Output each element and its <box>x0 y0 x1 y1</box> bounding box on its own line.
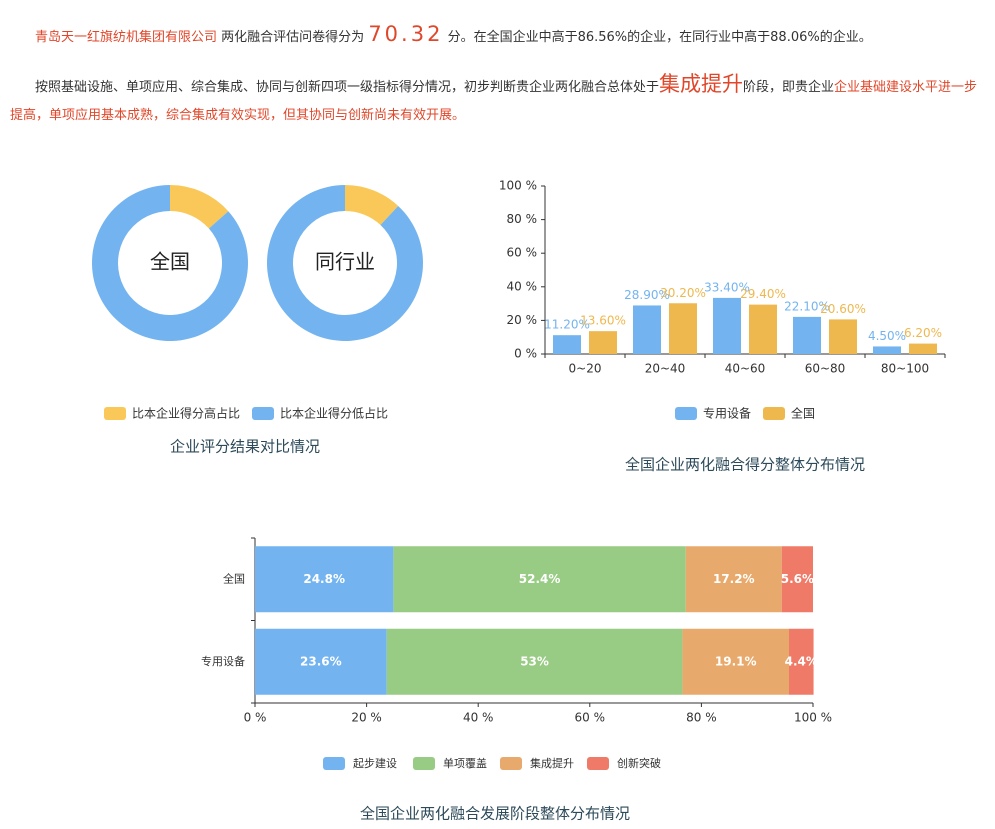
donut-slice <box>170 185 229 229</box>
bar <box>633 305 661 354</box>
bar-segment <box>781 546 813 613</box>
value-label: 4.4% <box>785 654 818 668</box>
bar-segment <box>682 628 790 695</box>
value-label: 5.6% <box>781 572 814 586</box>
bar-segment <box>255 628 387 695</box>
value-label: 29.40% <box>740 287 786 301</box>
summary: 青岛天一红旗纺机集团有限公司 两化融合评估问卷得分为 70.32 分。在全国企业… <box>10 20 980 52</box>
x-tick-label: 0~20 <box>569 362 602 376</box>
bar <box>589 331 617 354</box>
donut-slice <box>266 185 423 342</box>
legend-label: 比本企业得分低占比 <box>280 406 388 421</box>
value-label: 11.20% <box>544 318 590 332</box>
value-label: 20.60% <box>820 302 866 316</box>
legend-label: 专用设备 <box>703 406 751 421</box>
bar <box>713 297 741 354</box>
donut-label: 同行业 <box>315 250 375 274</box>
value-label: 53% <box>520 654 549 668</box>
legend-swatch <box>675 407 697 420</box>
y-tick-label: 专用设备 <box>201 654 245 668</box>
text: 阶段，即贵企业 <box>743 80 835 95</box>
bar <box>793 316 821 354</box>
y-tick-label: 60 % <box>507 246 538 260</box>
value-label: 30.20% <box>660 286 706 300</box>
donut-slice <box>91 184 248 342</box>
bar-segment <box>386 628 683 695</box>
company: 青岛天一红旗纺机集团有限公司 <box>35 30 218 45</box>
legend-swatch <box>413 757 435 770</box>
bar <box>669 303 697 354</box>
legend-swatch <box>252 407 274 420</box>
bar <box>873 346 901 354</box>
value-label: 17.2% <box>713 572 755 586</box>
bar-segment <box>789 628 814 695</box>
legend-label: 全国 <box>791 406 815 421</box>
x-tick-label: 80 % <box>686 711 717 725</box>
value-label: 33.40% <box>704 280 750 294</box>
y-tick-label: 0 % <box>514 347 537 361</box>
value-label: 28.90% <box>624 288 670 302</box>
conclusion: 企业基础建设水平进一步提高，单项应用基本成熟，综合集成有效实现，但其协同与创新尚… <box>10 80 978 123</box>
x-tick-label: 60 % <box>575 711 606 725</box>
legend-label: 创新突破 <box>617 756 661 770</box>
bar-segment <box>393 546 686 613</box>
bar <box>749 304 777 354</box>
value-label: 24.8% <box>303 572 345 586</box>
x-tick-label: 20 % <box>351 711 382 725</box>
x-tick-label: 0 % <box>244 711 267 725</box>
stage: 集成提升 <box>659 72 744 96</box>
value-label: 23.6% <box>300 654 342 668</box>
bar <box>829 319 857 354</box>
legend-label: 单项覆盖 <box>443 756 487 770</box>
x-tick-label: 20~40 <box>645 362 686 376</box>
value-label: 19.1% <box>715 654 757 668</box>
x-tick-label: 40 % <box>463 711 494 725</box>
legend-swatch <box>323 757 345 770</box>
x-tick-label: 60~80 <box>805 362 846 376</box>
text: 分。在全国企业中高于86.56%的企业，在同行业中高于88.06%的企业。 <box>447 30 872 45</box>
y-tick-label: 40 % <box>507 279 538 293</box>
bar-segment <box>255 546 394 613</box>
y-tick-label: 100 % <box>499 179 537 193</box>
legend-swatch <box>500 757 522 770</box>
legend-swatch <box>763 407 785 420</box>
chart-title: 企业评分结果对比情况 <box>170 438 320 456</box>
value-label: 52.4% <box>519 572 561 586</box>
donut-slice <box>345 185 399 225</box>
x-tick-label: 40~60 <box>725 362 766 376</box>
value-label: 4.50% <box>868 329 906 343</box>
text: 按照基础设施、单项应用、综合集成、协同与创新四项一级指标得分情况，初步判断贵企业… <box>35 80 660 95</box>
value-label: 22.10% <box>784 299 830 313</box>
legend-swatch <box>587 757 609 770</box>
legend-label: 集成提升 <box>530 756 574 770</box>
y-tick-label: 全国 <box>223 571 245 585</box>
bar <box>553 335 581 354</box>
analysis: 按照基础设施、单项应用、综合集成、协同与创新四项一级指标得分情况，初步判断贵企业… <box>10 70 980 130</box>
chart-title: 全国企业两化融合得分整体分布情况 <box>625 456 865 474</box>
legend-label: 起步建设 <box>353 756 397 770</box>
y-tick-label: 20 % <box>507 313 538 327</box>
text: 两化融合评估问卷得分为 <box>221 30 365 45</box>
bar-segment <box>685 546 782 613</box>
x-tick-label: 80~100 <box>881 362 929 376</box>
legend-label: 比本企业得分高占比 <box>132 406 240 421</box>
chart-title: 全国企业两化融合发展阶段整体分布情况 <box>360 805 630 823</box>
x-tick-label: 100 % <box>794 711 832 725</box>
score: 70.32 <box>368 22 444 46</box>
donut-label: 全国 <box>150 250 190 274</box>
y-tick-label: 80 % <box>507 212 538 226</box>
value-label: 13.60% <box>580 314 626 328</box>
bar <box>909 343 937 354</box>
value-label: 6.20% <box>904 326 942 340</box>
legend-swatch <box>104 407 126 420</box>
